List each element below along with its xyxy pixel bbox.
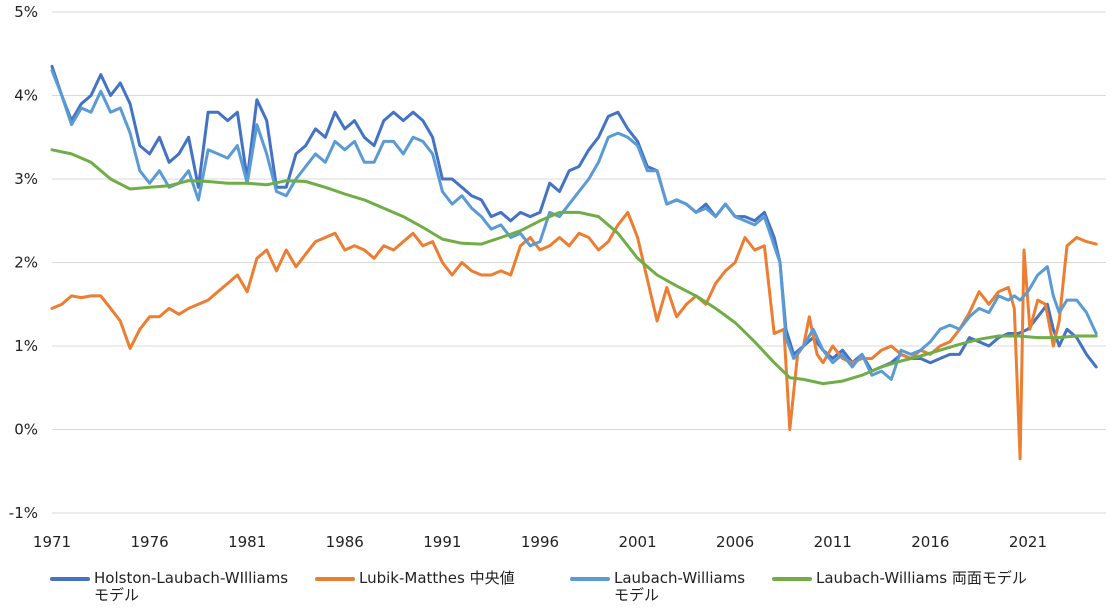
legend-swatch [315,577,355,581]
legend-item-2: Lubik-Matthes 中央値 [315,570,515,587]
series-line-2 [50,210,1098,461]
series-line-3 [50,68,1098,381]
y-tick-label: 4% [14,87,38,105]
legend-item-4: Laubach-Williams 両面モデル [772,570,1027,587]
x-tick-label: 2016 [911,533,949,551]
y-tick-label: 0% [14,421,38,439]
x-tick-label: 2006 [716,533,754,551]
y-tick-label: 1% [14,337,38,355]
legend-item-1: Holston-Laubach-WIlliams モデル [50,570,288,604]
plot-area: -1% 0% 1% 2% 3% 4% 5% 1971 1976 1981 1986 1991 1996 2… [9,3,1106,551]
y-tick-label: 2% [14,254,38,272]
legend-label: Laubach-Williams モデル [614,569,746,604]
series-line-1 [50,64,1098,373]
x-tick-label: 1981 [228,533,266,551]
y-tick-label: 5% [14,3,38,21]
legend-swatch [50,577,90,581]
legend-swatch [772,577,812,581]
x-tick-label: 1971 [33,533,71,551]
legend-label: Lubik-Matthes 中央値 [359,569,515,587]
legend: Holston-Laubach-WIlliams モデル Lubik-Matthe… [0,570,1113,616]
x-tick-label: 1996 [521,533,559,551]
legend-label: Holston-Laubach-WIlliams モデル [94,569,289,604]
legend-swatch [570,577,610,581]
x-tick-label: 2021 [1009,533,1047,551]
x-tick-label: 1976 [130,533,168,551]
y-tick-label: 3% [14,170,38,188]
x-tick-label: 2001 [618,533,656,551]
series-line-4 [50,148,1098,386]
y-tick-label: -1% [9,504,38,522]
legend-item-3: Laubach-Williams モデル [570,570,745,604]
x-tick-label: 1986 [326,533,364,551]
x-tick-label: 2011 [814,533,852,551]
legend-label: Laubach-Williams 両面モデル [816,569,1027,587]
x-tick-label: 1991 [423,533,461,551]
